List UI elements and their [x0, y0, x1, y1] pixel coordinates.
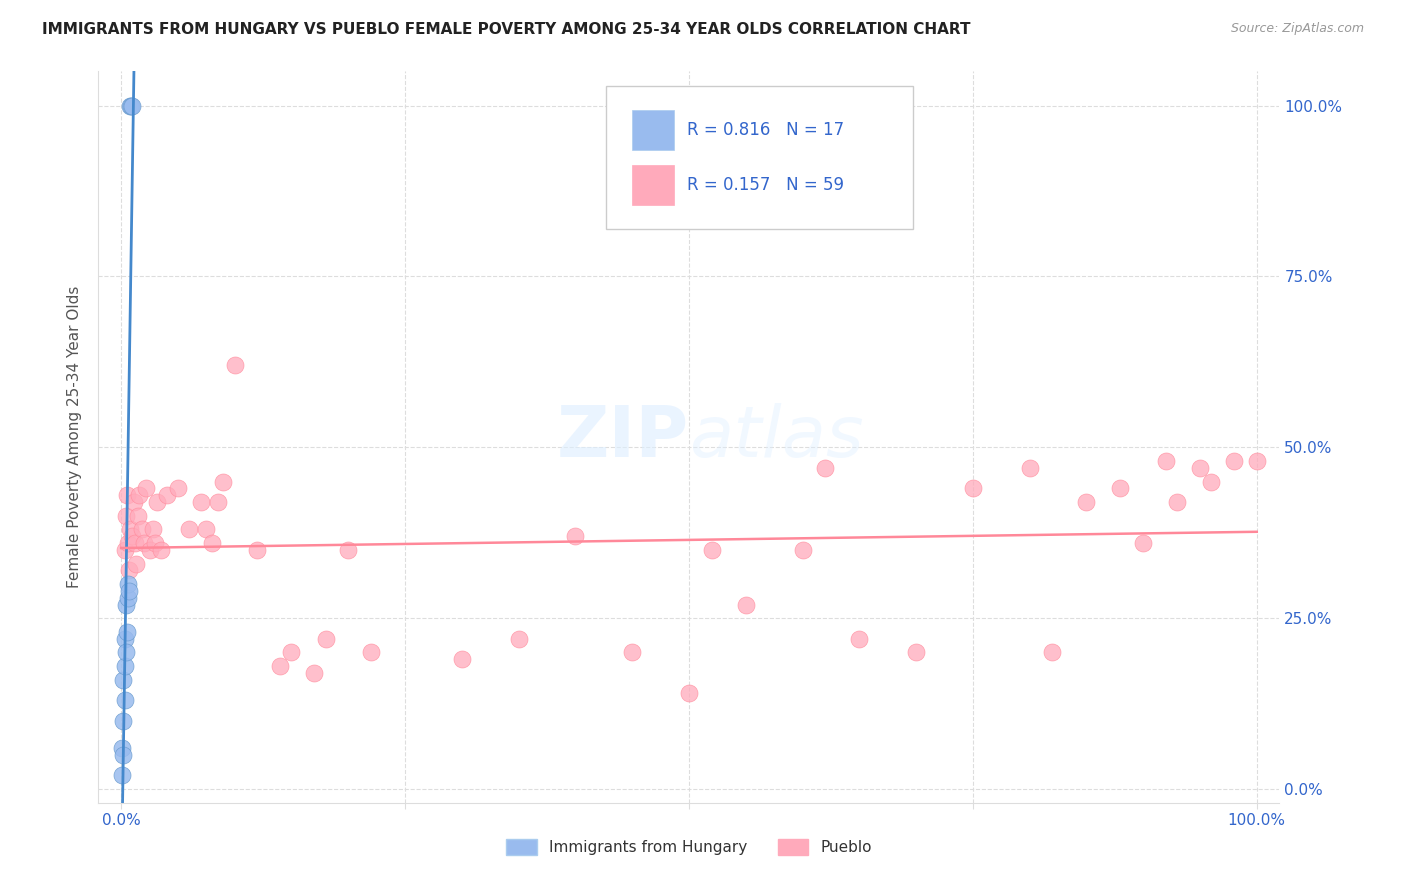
Point — [112, 673, 135, 687]
Point — [508, 632, 530, 646]
Point — [212, 475, 235, 489]
FancyBboxPatch shape — [633, 110, 673, 150]
Point — [143, 536, 166, 550]
Point — [564, 529, 586, 543]
Point — [179, 522, 201, 536]
Point — [1132, 536, 1154, 550]
Point — [149, 542, 172, 557]
Y-axis label: Female Poverty Among 25-34 Year Olds: Female Poverty Among 25-34 Year Olds — [67, 286, 83, 588]
Point — [1076, 495, 1098, 509]
Point — [1109, 481, 1132, 495]
Point — [207, 495, 229, 509]
Point — [118, 563, 141, 577]
Point — [114, 645, 136, 659]
Point — [195, 522, 218, 536]
Point — [167, 481, 190, 495]
Point — [122, 495, 145, 509]
Point — [1154, 454, 1177, 468]
Point — [114, 632, 136, 646]
Point — [621, 645, 644, 659]
Point — [125, 557, 148, 571]
Point — [1223, 454, 1246, 468]
Point — [120, 522, 142, 536]
Text: IMMIGRANTS FROM HUNGARY VS PUEBLO FEMALE POVERTY AMONG 25-34 YEAR OLDS CORRELATI: IMMIGRANTS FROM HUNGARY VS PUEBLO FEMALE… — [42, 22, 970, 37]
Point — [142, 522, 165, 536]
Point — [132, 536, 155, 550]
Point — [146, 495, 169, 509]
Point — [124, 536, 146, 550]
Point — [280, 645, 302, 659]
Point — [120, 98, 142, 112]
Point — [190, 495, 212, 509]
Point — [450, 652, 472, 666]
Point — [360, 645, 382, 659]
Point — [1018, 460, 1040, 475]
Point — [111, 741, 134, 756]
Point — [112, 747, 135, 762]
Point — [155, 488, 177, 502]
Point — [114, 508, 136, 523]
Point — [118, 583, 141, 598]
Point — [848, 632, 870, 646]
Text: ZIP: ZIP — [557, 402, 689, 472]
Point — [700, 542, 723, 557]
Point — [1040, 645, 1063, 659]
Point — [120, 98, 142, 112]
Point — [135, 481, 157, 495]
Point — [201, 536, 224, 550]
Point — [246, 542, 269, 557]
Point — [114, 542, 136, 557]
Point — [115, 488, 138, 502]
Point — [269, 659, 291, 673]
Point — [734, 598, 756, 612]
Point — [111, 768, 134, 782]
Point — [121, 98, 143, 112]
Point — [115, 624, 138, 639]
Point — [117, 577, 139, 591]
Point — [1201, 475, 1223, 489]
Point — [128, 488, 150, 502]
Point — [117, 536, 139, 550]
Point — [315, 632, 337, 646]
Text: R = 0.157   N = 59: R = 0.157 N = 59 — [686, 176, 844, 194]
FancyBboxPatch shape — [633, 165, 673, 205]
Point — [131, 522, 153, 536]
Point — [114, 598, 136, 612]
Text: atlas: atlas — [689, 402, 863, 472]
Point — [114, 693, 136, 707]
Point — [814, 460, 837, 475]
Point — [114, 659, 136, 673]
Point — [138, 542, 160, 557]
Point — [905, 645, 928, 659]
Point — [337, 542, 360, 557]
Point — [792, 542, 814, 557]
FancyBboxPatch shape — [606, 86, 914, 228]
Point — [121, 529, 143, 543]
Point — [1246, 454, 1268, 468]
Text: Source: ZipAtlas.com: Source: ZipAtlas.com — [1230, 22, 1364, 36]
Legend: Immigrants from Hungary, Pueblo: Immigrants from Hungary, Pueblo — [501, 833, 877, 861]
Point — [112, 714, 135, 728]
Point — [127, 508, 149, 523]
Point — [224, 359, 246, 373]
Point — [962, 481, 984, 495]
Point — [678, 686, 700, 700]
Text: R = 0.816   N = 17: R = 0.816 N = 17 — [686, 121, 844, 139]
Point — [302, 665, 325, 680]
Point — [1166, 495, 1188, 509]
Point — [117, 591, 139, 605]
Point — [1188, 460, 1211, 475]
